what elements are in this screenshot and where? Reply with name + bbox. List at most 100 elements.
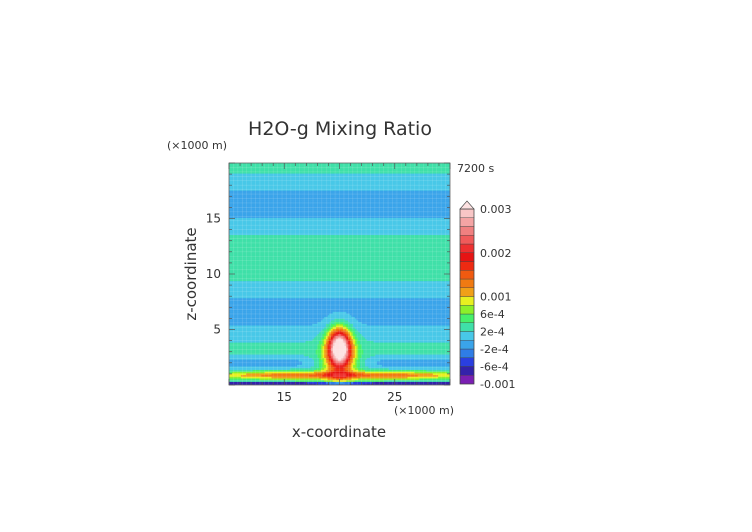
field-cell xyxy=(361,366,364,369)
field-cell xyxy=(232,344,235,347)
field-cell xyxy=(293,371,296,374)
field-cell xyxy=(448,376,450,379)
field-cell xyxy=(257,376,260,379)
field-cell xyxy=(421,332,424,335)
field-cell xyxy=(404,366,407,369)
field-cell xyxy=(285,338,288,341)
field-cell xyxy=(378,342,381,345)
field-cell xyxy=(232,383,235,385)
field-cell xyxy=(388,345,391,348)
field-cell xyxy=(256,383,259,385)
field-cell xyxy=(229,330,231,333)
field-cell xyxy=(429,383,432,385)
field-cell xyxy=(237,350,240,353)
field-cell xyxy=(322,354,325,357)
field-cell xyxy=(439,374,442,377)
field-cell xyxy=(293,344,296,347)
field-cell xyxy=(342,337,345,340)
field-cell xyxy=(366,337,369,340)
field-cell xyxy=(382,335,384,338)
field-cell xyxy=(246,344,248,347)
field-cell xyxy=(325,374,328,377)
field-cell xyxy=(409,340,412,343)
field-cell xyxy=(329,330,332,333)
field-cell xyxy=(319,335,322,338)
field-cell xyxy=(246,340,248,343)
field-cell xyxy=(251,361,254,364)
field-cell xyxy=(317,361,320,364)
field-cell xyxy=(239,333,242,336)
field-cell xyxy=(263,366,265,369)
field-cell xyxy=(342,352,345,355)
field-cell xyxy=(290,371,293,374)
field-cell xyxy=(414,367,417,370)
field-cell xyxy=(259,383,262,385)
field-cell xyxy=(358,376,361,379)
field-cell xyxy=(353,330,356,333)
field-cell xyxy=(378,367,381,370)
field-cell xyxy=(361,361,364,364)
field-cell xyxy=(387,374,390,377)
field-cell xyxy=(344,359,347,362)
field-cell xyxy=(244,361,247,364)
field-cell xyxy=(441,350,444,353)
field-cell xyxy=(325,362,328,365)
field-cell xyxy=(298,335,301,338)
field-cell xyxy=(320,332,323,335)
field-cell xyxy=(230,344,233,347)
field-cell xyxy=(246,349,248,352)
field-cell xyxy=(433,359,435,362)
field-cell xyxy=(246,359,248,362)
field-cell xyxy=(422,349,425,352)
field-cell xyxy=(348,369,350,372)
field-cell xyxy=(310,342,313,345)
field-cell xyxy=(242,383,245,385)
field-cell xyxy=(339,344,342,347)
field-cell xyxy=(351,330,354,333)
field-cell xyxy=(246,367,248,370)
field-cell xyxy=(324,328,327,331)
field-cell xyxy=(293,335,296,338)
field-cell xyxy=(395,347,398,350)
field-cell xyxy=(387,376,390,379)
field-cell xyxy=(348,344,350,347)
field-cell xyxy=(368,347,371,350)
field-cell xyxy=(416,367,418,370)
field-cell xyxy=(319,374,322,377)
field-cell xyxy=(393,359,396,362)
field-cell xyxy=(424,330,427,333)
field-cell xyxy=(380,328,383,331)
field-cell xyxy=(410,378,413,381)
field-cell xyxy=(361,355,364,358)
field-cell xyxy=(424,342,427,345)
field-cell xyxy=(446,345,449,348)
field-cell xyxy=(263,345,265,348)
field-cell xyxy=(302,376,305,379)
field-cell xyxy=(264,333,267,336)
field-cell xyxy=(433,345,435,348)
field-cell xyxy=(419,344,422,347)
field-cell xyxy=(416,379,418,382)
field-cell xyxy=(346,381,349,384)
field-cell xyxy=(375,357,378,360)
field-cell xyxy=(249,369,252,372)
field-cell xyxy=(439,332,442,335)
field-cell xyxy=(331,357,333,360)
field-cell xyxy=(373,345,376,348)
field-cell xyxy=(438,330,441,333)
field-cell xyxy=(397,328,400,331)
field-cell xyxy=(246,355,248,358)
field-cell xyxy=(443,338,446,341)
field-cell xyxy=(419,326,422,329)
field-cell xyxy=(261,344,264,347)
field-cell xyxy=(358,366,361,369)
field-cell xyxy=(274,342,277,345)
field-cell xyxy=(402,340,405,343)
field-cell xyxy=(298,352,301,355)
field-cell xyxy=(405,352,408,355)
field-cell xyxy=(254,330,257,333)
field-cell xyxy=(404,328,407,331)
field-cell xyxy=(349,371,352,374)
field-cell xyxy=(230,381,233,384)
field-cell xyxy=(229,352,231,355)
